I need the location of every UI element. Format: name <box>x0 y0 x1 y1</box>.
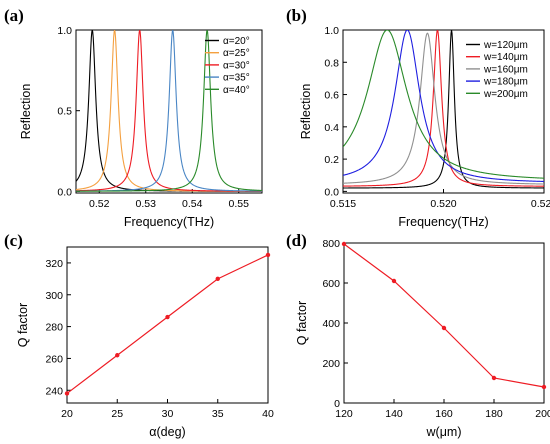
y-tick-label-b: 0.8 <box>324 57 339 69</box>
q-factor-point-d <box>541 384 547 390</box>
legend-entry-b: w=200μm <box>483 89 528 100</box>
y-tick-label-a: 0.5 <box>57 106 72 118</box>
legend-entry-b: w=140μm <box>483 52 528 63</box>
y-tick-label-b: 0.2 <box>324 154 339 166</box>
y-tick-label-d: 800 <box>322 238 340 250</box>
q-factor-point-c <box>165 314 170 320</box>
legend-entry-a: α=35° <box>223 73 250 84</box>
x-tick-label-b: 0.525 <box>531 198 550 210</box>
x-axis-label-c: α(deg) <box>149 425 185 439</box>
legend-entry-b: w=120μm <box>483 40 528 51</box>
q-factor-line-c <box>66 254 269 394</box>
x-tick-label-d: 120 <box>335 408 353 420</box>
panel-label-b: (b) <box>286 6 307 25</box>
x-tick-label-a: 0.55 <box>229 198 250 210</box>
legend-entry-b: w=180μm <box>483 77 528 88</box>
legend-entry-a: α=25° <box>223 48 250 59</box>
y-tick-label-b: 0.0 <box>324 186 339 198</box>
legend-entry-a: α=20° <box>223 36 250 47</box>
y-tick-label-c: 320 <box>45 258 63 270</box>
x-tick-label-b: 0.515 <box>330 198 356 210</box>
x-tick-label-c: 40 <box>262 408 274 420</box>
y-tick-label-b: 1.0 <box>324 25 339 37</box>
x-tick-label-d: 160 <box>435 408 453 420</box>
q-factor-point-c <box>64 391 70 396</box>
q-factor-point-d <box>491 375 497 381</box>
panel-d-plot: 120 140 160 180 200 0 200 400 600 800 w(μm) Q facto… <box>295 238 550 439</box>
x-tick-label-c: 20 <box>61 408 73 420</box>
panel-c-plot: 20 25 30 35 40 240 260 280 300 320 α(deg) Q factor <box>16 246 274 439</box>
series-line-b <box>343 30 544 187</box>
x-tick-label-d: 180 <box>485 408 503 420</box>
y-tick-label-a: 1.0 <box>57 25 72 37</box>
legend-entry-b: w=160μm <box>483 64 528 75</box>
series-line-b <box>343 30 544 183</box>
series-line-b <box>343 32 544 185</box>
y-axis-label-a: Reflection <box>19 84 33 140</box>
q-factor-point-c <box>115 353 120 358</box>
y-tick-label-c: 300 <box>45 290 63 302</box>
x-axis-label-b: Frequency(THz) <box>398 215 488 229</box>
y-tick-label-b: 0.4 <box>324 122 339 134</box>
x-tick-label-a: 0.52 <box>89 198 110 210</box>
panel-a-plot: 0.52 0.53 0.54 0.55 0.0 0.5 1.0 Frequency(THz) R… <box>19 25 263 229</box>
x-tick-label-b: 0.520 <box>430 198 456 210</box>
panel-label-a: (a) <box>4 6 24 25</box>
y-tick-label-b: 0.6 <box>324 90 339 102</box>
plot-frame-d <box>343 242 545 404</box>
y-tick-label-c: 240 <box>45 385 63 397</box>
y-axis-label-b: Reflection <box>299 84 313 140</box>
series-line-a <box>76 30 262 192</box>
x-axis-label-a: Frequency(THz) <box>124 215 214 229</box>
x-tick-label-a: 0.53 <box>136 198 157 210</box>
x-tick-label-d: 200 <box>535 408 550 420</box>
series-line-b <box>343 30 544 179</box>
x-tick-label-d: 140 <box>385 408 403 420</box>
y-tick-label-c: 280 <box>45 322 63 334</box>
x-axis-label-d: w(μm) <box>426 425 462 439</box>
y-tick-label-d: 400 <box>322 318 340 330</box>
x-tick-label-c: 35 <box>212 408 224 420</box>
y-axis-label-c: Q factor <box>16 303 30 347</box>
legend-entry-a: α=40° <box>223 85 250 96</box>
panel-label-c: (c) <box>4 231 23 250</box>
plot-frame-c <box>66 246 269 404</box>
y-tick-label-d: 0 <box>334 398 340 410</box>
legend-entry-a: α=30° <box>223 60 250 71</box>
q-factor-point-d <box>391 278 397 284</box>
y-tick-label-c: 260 <box>45 353 63 365</box>
q-factor-line-d <box>343 243 545 388</box>
q-factor-point-c <box>215 276 220 282</box>
y-tick-label-d: 600 <box>322 278 340 290</box>
q-factor-point-d <box>341 241 347 247</box>
panel-label-d: (d) <box>286 231 307 250</box>
y-axis-label-d: Q factor <box>295 301 309 345</box>
plot-frame-a <box>75 29 263 194</box>
y-tick-label-d: 200 <box>322 358 340 370</box>
q-factor-point-d <box>441 325 447 331</box>
series-line-b <box>343 30 544 189</box>
x-tick-label-a: 0.54 <box>182 198 203 210</box>
q-factor-point-c <box>265 252 271 258</box>
panel-b-plot: 0.515 0.520 0.525 0.0 0.2 0.4 0.6 0.8 1.0 Frequen… <box>299 25 550 229</box>
y-tick-label-a: 0.0 <box>57 186 72 198</box>
x-tick-label-c: 30 <box>162 408 174 420</box>
x-tick-label-c: 25 <box>111 408 123 420</box>
